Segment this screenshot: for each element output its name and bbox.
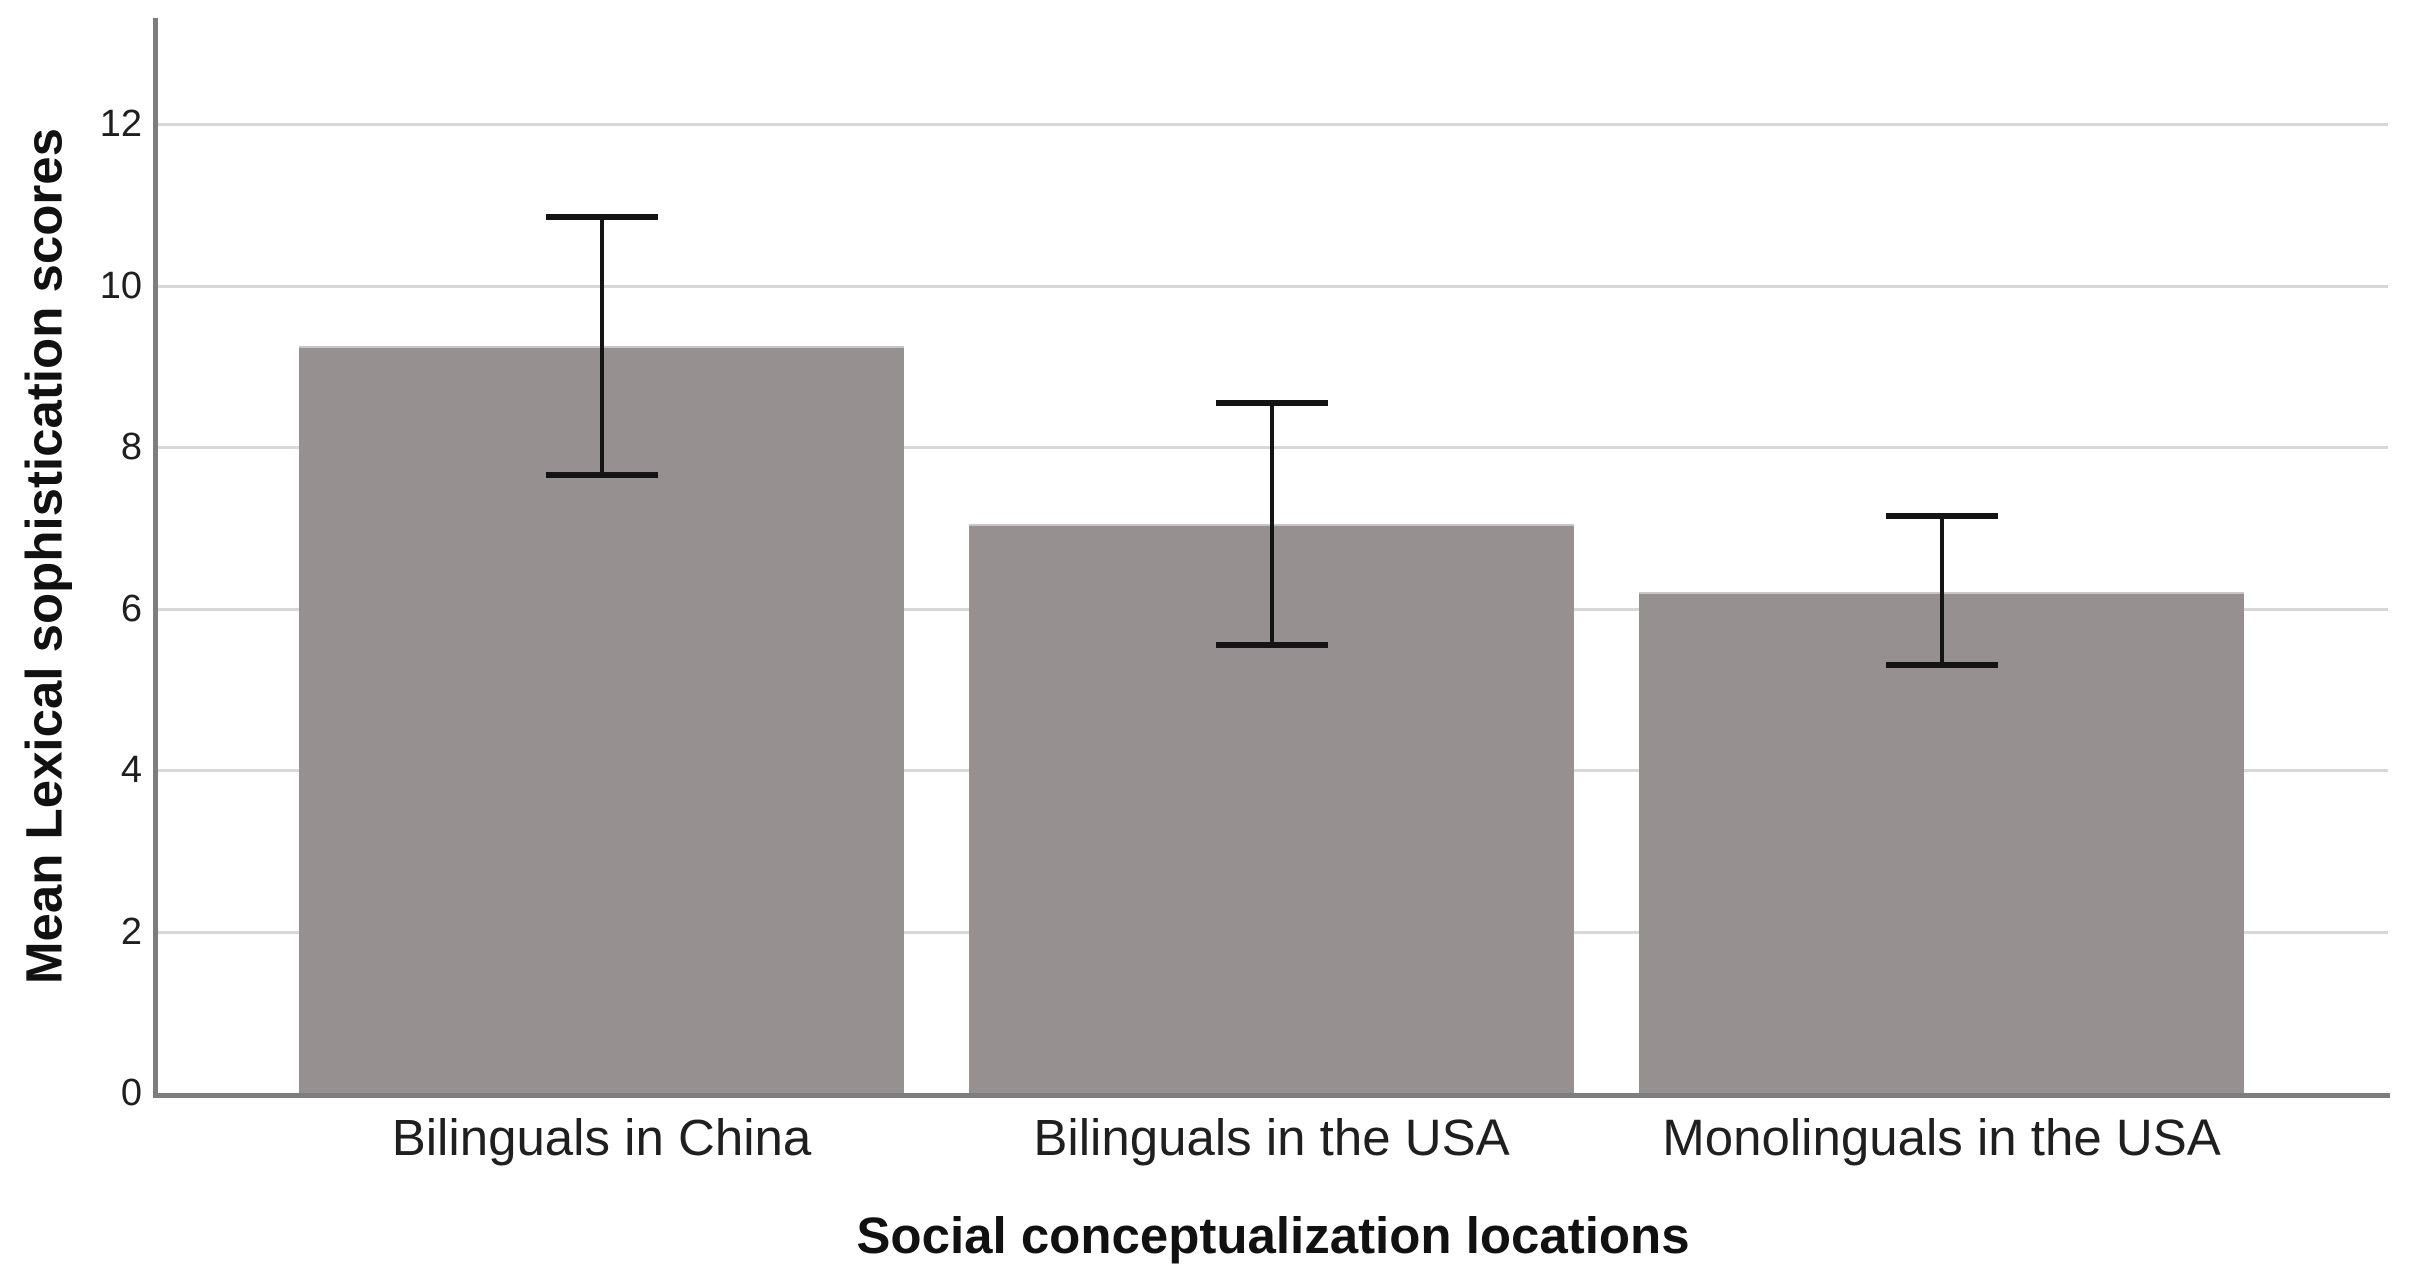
error-bar-cap-top-3 — [1885, 512, 1998, 519]
x-axis-line — [153, 1093, 2390, 1098]
gridline-10 — [158, 284, 2388, 288]
error-bar-line-2 — [1269, 402, 1274, 645]
error-bar-cap-bottom-1 — [545, 472, 658, 479]
error-bar-line-3 — [1939, 515, 1944, 665]
error-bar-cap-bottom-3 — [1885, 662, 1998, 669]
y-axis-line — [153, 18, 158, 1098]
gridline-12 — [158, 123, 2388, 126]
y-tick-label-8: 8 — [120, 426, 142, 468]
x-category-label-3: Monolinguals in the USA — [1662, 1109, 2221, 1166]
x-category-label-1: Bilinguals in China — [391, 1109, 812, 1166]
y-tick-label-10: 10 — [99, 264, 142, 307]
y-tick-label-4: 4 — [120, 749, 142, 791]
x-category-label-2: Bilinguals in the USA — [1033, 1109, 1510, 1166]
error-bar-cap-bottom-2 — [1215, 641, 1328, 648]
y-tick-label-6: 6 — [120, 587, 142, 630]
error-bar-cap-top-1 — [545, 213, 658, 220]
y-tick-label-2: 2 — [120, 910, 142, 953]
y-tick-label-12: 12 — [99, 103, 142, 145]
x-axis-title: Social conceptualization locations — [856, 1207, 1690, 1264]
error-bar-line-1 — [599, 216, 604, 476]
y-axis-title: Mean Lexical sophistication scores — [15, 128, 73, 984]
y-tick-label-0: 0 — [120, 1072, 142, 1114]
error-bar-cap-top-2 — [1215, 399, 1328, 406]
